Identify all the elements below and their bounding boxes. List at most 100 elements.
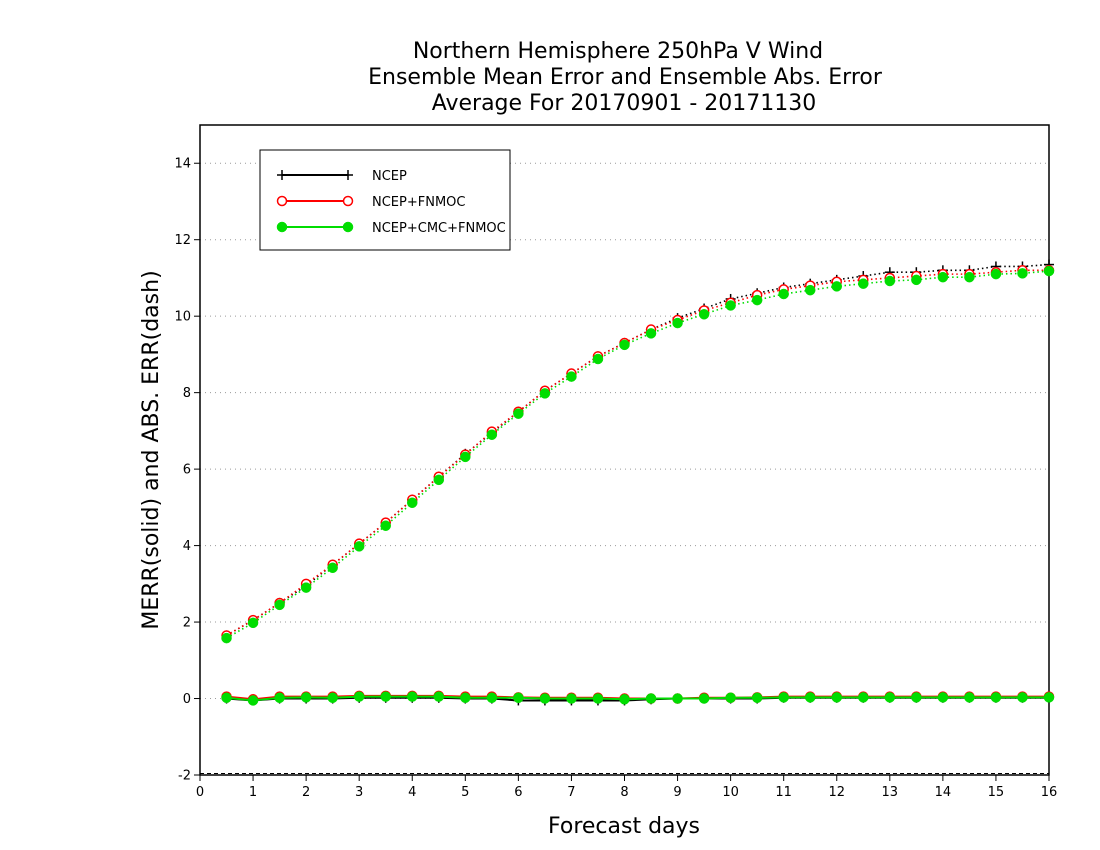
series-2-abs-err-point-2 xyxy=(274,599,285,611)
series-2-mean-err-point-29 xyxy=(990,692,1002,703)
x-tick-label-6: 6 xyxy=(514,785,522,800)
x-tick-label-1: 1 xyxy=(249,785,257,800)
series-0-abs-err-line xyxy=(226,263,1050,637)
series-2-abs-err-point-4 xyxy=(327,562,338,574)
legend-marker-left-1 xyxy=(276,195,288,207)
x-tick-label-15: 15 xyxy=(988,785,1005,800)
series-2-abs-err-point-5 xyxy=(353,541,365,552)
series-2-abs-err-point-13 xyxy=(566,371,577,382)
y-tick-label-3: 4 xyxy=(183,539,191,554)
series-2 xyxy=(221,265,1055,706)
series-2-mean-err-point-23 xyxy=(831,692,842,703)
series-2-mean-err-point-13 xyxy=(566,693,577,704)
series-2-mean-err-point-5 xyxy=(353,691,365,702)
legend-label-0: NCEP xyxy=(372,169,407,184)
series-2-abs-err-point-9 xyxy=(460,451,471,463)
chart-title: Northern Hemisphere 250hPa V Wind Ensemb… xyxy=(368,39,883,116)
x-tick-label-16: 16 xyxy=(1041,785,1058,800)
series-2-abs-err-point-3 xyxy=(300,582,312,593)
series-2-mean-err-point-9 xyxy=(460,692,471,704)
y-tick-label-0: -2 xyxy=(178,769,191,784)
series-2-mean-err-point-10 xyxy=(486,692,498,704)
y-tick-label-2: 2 xyxy=(183,616,191,631)
series-2-abs-err-point-10 xyxy=(486,429,498,440)
legend-marker-right-1 xyxy=(342,195,354,207)
series-2-mean-err-point-2 xyxy=(274,692,285,704)
series-2-mean-err-point-11 xyxy=(513,692,524,704)
series-2-abs-err-point-30 xyxy=(1017,268,1028,279)
series-2-mean-err-point-28 xyxy=(964,692,975,703)
series-layer xyxy=(221,259,1055,706)
series-2-mean-err-point-3 xyxy=(300,692,312,703)
series-2-mean-err-point-12 xyxy=(539,693,551,704)
series-2-mean-err-point-22 xyxy=(804,692,816,703)
x-axis: 0 1 2 3 4 5 6 7 8 9 10 11 12 13 14 15 16 xyxy=(196,775,1057,800)
series-2-mean-err-point-15 xyxy=(619,694,630,705)
series-2-mean-err-point-31 xyxy=(1043,692,1055,703)
series-2-mean-err-point-8 xyxy=(433,691,445,702)
series-2-abs-err-point-19 xyxy=(725,300,736,311)
series-2-abs-err-line xyxy=(226,270,1050,639)
series-2-abs-err-point-26 xyxy=(911,274,922,286)
x-tick-label-12: 12 xyxy=(828,785,845,800)
series-1-abs-err-line xyxy=(226,269,1049,637)
series-2-abs-err-point-0 xyxy=(221,632,232,644)
chart-title-line-3: Average For 20170901 - 20171130 xyxy=(432,91,817,116)
y-axis-label: MERR(solid) and ABS. ERR(dash) xyxy=(139,270,164,629)
series-2-abs-err-point-29 xyxy=(990,268,1002,280)
x-tick-label-3: 3 xyxy=(355,785,363,800)
legend-box xyxy=(259,149,511,251)
legend-marker-right-0 xyxy=(343,170,353,180)
x-tick-label-8: 8 xyxy=(620,785,628,800)
series-2-abs-err-point-20 xyxy=(751,294,763,306)
series-2-abs-err-point-15 xyxy=(619,339,630,351)
legend: NCEP NCEP+FNMOC NCEP+CMC+FNMOC xyxy=(259,149,511,251)
series-2-mean-err-point-30 xyxy=(1017,692,1028,703)
x-tick-label-5: 5 xyxy=(461,785,469,800)
series-2-abs-err-point-1 xyxy=(247,617,259,629)
legend-marker-left-2 xyxy=(276,221,288,233)
series-2-mean-err-point-14 xyxy=(592,693,604,704)
series-2-mean-err-point-6 xyxy=(380,691,391,702)
x-tick-label-14: 14 xyxy=(935,785,952,800)
series-2-mean-err-point-7 xyxy=(407,691,418,702)
legend-marker-left-0 xyxy=(277,170,287,180)
x-tick-label-0: 0 xyxy=(196,785,204,800)
series-2-abs-err-point-14 xyxy=(592,353,604,365)
x-tick-label-9: 9 xyxy=(673,785,681,800)
x-tick-label-10: 10 xyxy=(722,785,739,800)
series-2-abs-err-point-31 xyxy=(1043,265,1055,277)
series-2-abs-err-point-21 xyxy=(778,288,789,300)
series-2-abs-err-point-11 xyxy=(513,408,524,419)
series-2-abs-err-point-8 xyxy=(433,474,445,486)
series-2-abs-err-point-17 xyxy=(672,317,683,329)
series-2-abs-err-point-22 xyxy=(804,284,816,296)
series-2-mean-err-point-18 xyxy=(698,693,710,704)
series-2-mean-err-point-0 xyxy=(221,692,232,704)
y-tick-label-6: 10 xyxy=(174,310,191,325)
legend-label-2: NCEP+CMC+FNMOC xyxy=(372,221,506,236)
x-tick-label-13: 13 xyxy=(882,785,899,800)
chart-title-line-1: Northern Hemisphere 250hPa V Wind xyxy=(413,39,823,64)
series-2-mean-err-point-25 xyxy=(884,692,896,703)
series-2-mean-err-point-17 xyxy=(672,693,683,704)
legend-marker-right-2 xyxy=(342,221,354,233)
chart-title-line-2: Ensemble Mean Error and Ensemble Abs. Er… xyxy=(368,65,883,90)
series-2-abs-err-point-24 xyxy=(858,278,869,289)
x-tick-label-2: 2 xyxy=(302,785,310,800)
x-tick-label-4: 4 xyxy=(408,785,416,800)
x-tick-label-11: 11 xyxy=(775,785,792,800)
y-tick-label-7: 12 xyxy=(174,233,191,248)
series-2-mean-err-point-27 xyxy=(937,692,949,703)
series-2-abs-err-point-18 xyxy=(698,309,710,320)
series-0 xyxy=(221,259,1054,706)
x-axis-label: Forecast days xyxy=(548,814,700,839)
series-2-mean-err-point-19 xyxy=(725,692,736,704)
series-2-mean-err-point-24 xyxy=(858,692,869,703)
series-2-mean-err-point-1 xyxy=(247,695,259,706)
y-tick-label-5: 8 xyxy=(183,386,191,401)
series-2-mean-err-point-26 xyxy=(911,692,922,703)
series-2-abs-err-point-25 xyxy=(884,275,896,287)
series-2-abs-err-point-7 xyxy=(407,497,418,509)
